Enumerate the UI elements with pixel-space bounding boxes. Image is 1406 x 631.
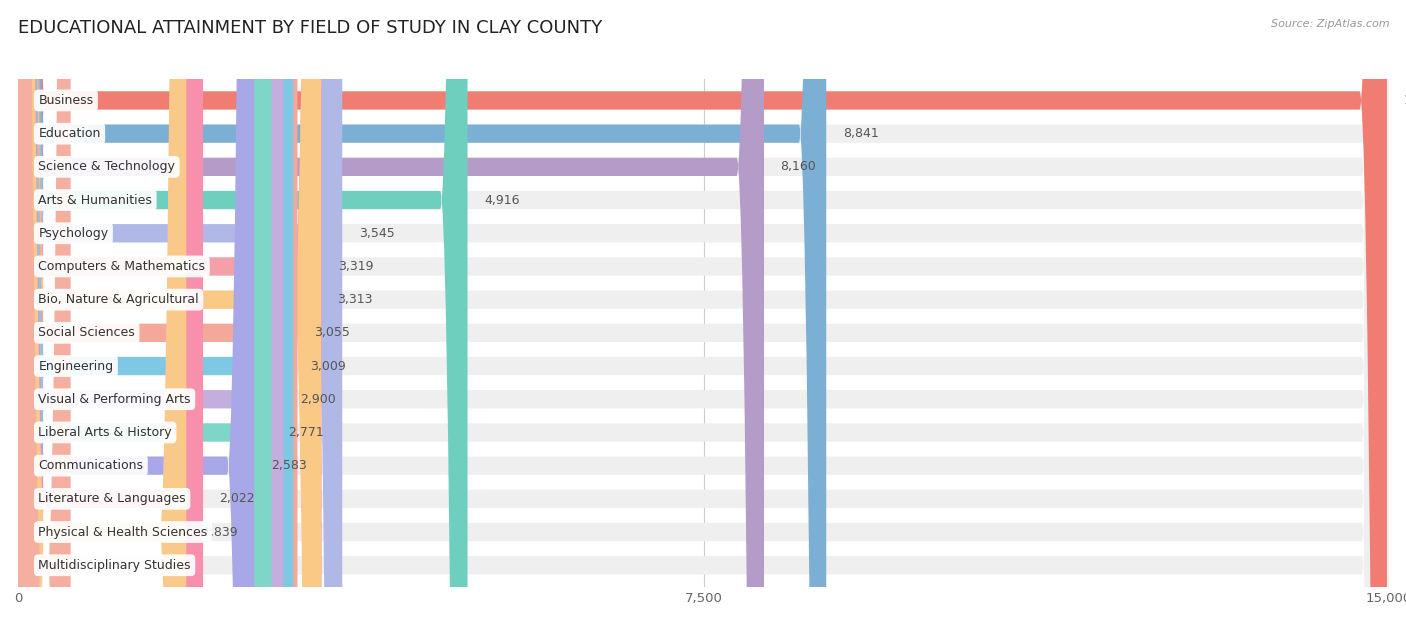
FancyBboxPatch shape: [18, 0, 322, 631]
FancyBboxPatch shape: [18, 0, 254, 631]
Text: Social Sciences: Social Sciences: [38, 326, 135, 339]
Text: Multidisciplinary Studies: Multidisciplinary Studies: [38, 558, 191, 572]
Text: Arts & Humanities: Arts & Humanities: [38, 194, 152, 206]
Text: Engineering: Engineering: [38, 360, 114, 372]
Text: Computers & Mathematics: Computers & Mathematics: [38, 260, 205, 273]
Text: Literature & Languages: Literature & Languages: [38, 492, 186, 505]
Text: 8,160: 8,160: [780, 160, 817, 174]
Text: 2,771: 2,771: [288, 426, 323, 439]
FancyBboxPatch shape: [18, 0, 1389, 631]
FancyBboxPatch shape: [18, 0, 1389, 631]
FancyBboxPatch shape: [18, 0, 321, 631]
Text: Visual & Performing Arts: Visual & Performing Arts: [38, 392, 191, 406]
FancyBboxPatch shape: [18, 0, 1389, 631]
FancyBboxPatch shape: [18, 0, 1389, 631]
Text: Liberal Arts & History: Liberal Arts & History: [38, 426, 172, 439]
Text: 2,022: 2,022: [219, 492, 254, 505]
Text: Source: ZipAtlas.com: Source: ZipAtlas.com: [1271, 19, 1389, 29]
Text: 573: 573: [87, 558, 111, 572]
FancyBboxPatch shape: [18, 0, 1389, 631]
FancyBboxPatch shape: [18, 0, 202, 631]
Text: 2,900: 2,900: [299, 392, 336, 406]
FancyBboxPatch shape: [18, 0, 70, 631]
FancyBboxPatch shape: [18, 0, 1389, 631]
Text: 3,055: 3,055: [314, 326, 350, 339]
FancyBboxPatch shape: [18, 0, 468, 631]
Text: Business: Business: [38, 94, 94, 107]
Text: 3,313: 3,313: [337, 293, 373, 306]
FancyBboxPatch shape: [18, 0, 1389, 631]
FancyBboxPatch shape: [18, 0, 763, 631]
FancyBboxPatch shape: [18, 0, 1389, 631]
Text: 8,841: 8,841: [842, 127, 879, 140]
Text: 3,545: 3,545: [359, 227, 395, 240]
FancyBboxPatch shape: [18, 0, 342, 631]
FancyBboxPatch shape: [18, 0, 1389, 631]
Text: 4,916: 4,916: [484, 194, 519, 206]
FancyBboxPatch shape: [18, 0, 827, 631]
Text: 1,839: 1,839: [202, 526, 239, 538]
Text: Physical & Health Sciences: Physical & Health Sciences: [38, 526, 208, 538]
FancyBboxPatch shape: [18, 0, 1389, 631]
FancyBboxPatch shape: [18, 0, 271, 631]
FancyBboxPatch shape: [18, 0, 1389, 631]
FancyBboxPatch shape: [18, 0, 294, 631]
FancyBboxPatch shape: [18, 0, 1389, 631]
FancyBboxPatch shape: [18, 0, 1386, 631]
FancyBboxPatch shape: [18, 0, 1389, 631]
FancyBboxPatch shape: [18, 0, 1389, 631]
FancyBboxPatch shape: [18, 0, 187, 631]
FancyBboxPatch shape: [18, 0, 298, 631]
Text: 2,583: 2,583: [271, 459, 307, 472]
Text: Science & Technology: Science & Technology: [38, 160, 176, 174]
FancyBboxPatch shape: [18, 0, 284, 631]
Text: 14,976: 14,976: [1403, 94, 1406, 107]
Text: Psychology: Psychology: [38, 227, 108, 240]
FancyBboxPatch shape: [18, 0, 1389, 631]
Text: 3,319: 3,319: [337, 260, 374, 273]
Text: Education: Education: [38, 127, 101, 140]
Text: Communications: Communications: [38, 459, 143, 472]
Text: EDUCATIONAL ATTAINMENT BY FIELD OF STUDY IN CLAY COUNTY: EDUCATIONAL ATTAINMENT BY FIELD OF STUDY…: [18, 19, 603, 37]
Text: Bio, Nature & Agricultural: Bio, Nature & Agricultural: [38, 293, 200, 306]
Text: 3,009: 3,009: [309, 360, 346, 372]
